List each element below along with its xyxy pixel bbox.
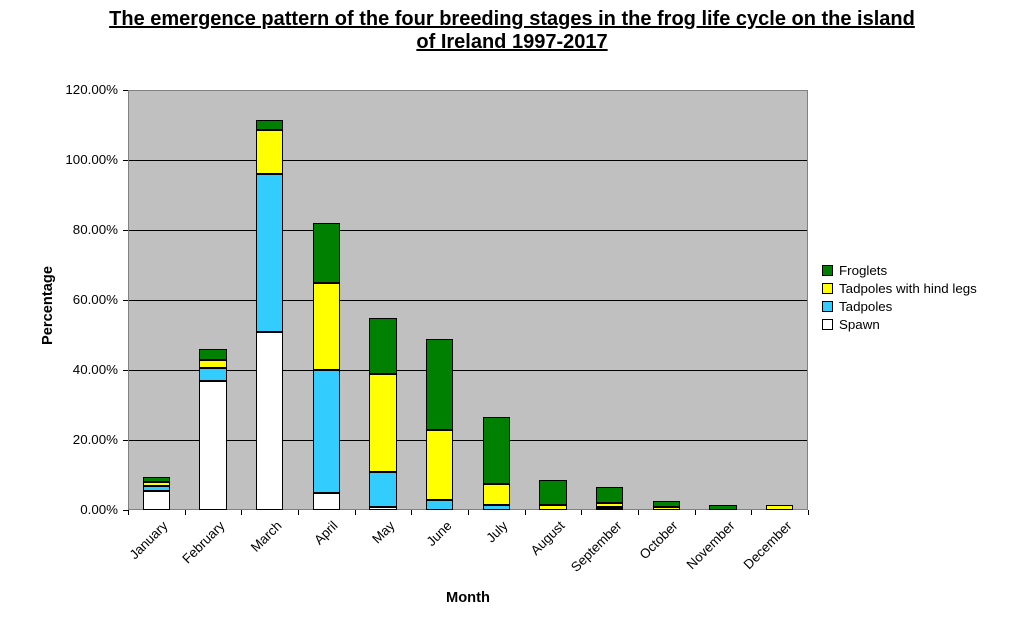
- bar-segment-spawn: [143, 491, 170, 510]
- bar-segment-tadpoles: [143, 486, 170, 491]
- bar-segment-tadpoles_hindlegs: [369, 374, 396, 472]
- y-tick-mark: [123, 300, 128, 301]
- chart-title: The emergence pattern of the four breedi…: [0, 8, 1024, 54]
- bar-segment-tadpoles_hindlegs: [199, 360, 226, 369]
- y-tick-mark: [123, 230, 128, 231]
- bar-segment-froglets: [539, 480, 566, 505]
- bar-segment-tadpoles: [596, 507, 623, 509]
- bar-segment-froglets: [596, 487, 623, 503]
- y-tick-mark: [123, 160, 128, 161]
- x-tick-mark: [638, 510, 639, 515]
- x-tick-mark: [355, 510, 356, 515]
- legend-item-froglets: Froglets: [822, 263, 977, 278]
- chart-title-line1: The emergence pattern of the four breedi…: [109, 8, 915, 30]
- bar-segment-tadpoles_hindlegs: [653, 507, 680, 511]
- chart-stage: The emergence pattern of the four breedi…: [0, 0, 1024, 627]
- x-tick-mark: [581, 510, 582, 515]
- bar-segment-tadpoles: [199, 368, 226, 380]
- bar-segment-tadpoles_hindlegs: [426, 430, 453, 500]
- y-gridline: [129, 300, 807, 301]
- bar-segment-tadpoles_hindlegs: [313, 283, 340, 371]
- y-tick-label: 100.00%: [58, 152, 118, 167]
- bar-segment-tadpoles_hindlegs: [596, 503, 623, 507]
- legend: Froglets Tadpoles with hind legs Tadpoles S…: [822, 260, 977, 335]
- bar-segment-froglets: [369, 318, 396, 374]
- y-tick-label: 40.00%: [58, 362, 118, 377]
- bar-segment-tadpoles_hindlegs: [256, 130, 283, 174]
- x-tick-mark: [411, 510, 412, 515]
- bar-segment-tadpoles: [369, 472, 396, 507]
- bar-segment-tadpoles_hindlegs: [766, 505, 793, 510]
- bar-segment-froglets: [256, 120, 283, 131]
- bar-segment-tadpoles: [483, 505, 510, 510]
- x-tick-mark: [128, 510, 129, 515]
- legend-label: Froglets: [839, 263, 887, 278]
- legend-item-spawn: Spawn: [822, 317, 977, 332]
- y-tick-label: 20.00%: [58, 432, 118, 447]
- bar-segment-spawn: [313, 493, 340, 511]
- y-tick-mark: [123, 370, 128, 371]
- y-tick-label: 60.00%: [58, 292, 118, 307]
- chart-title-line2: of Ireland 1997-2017: [416, 31, 607, 53]
- y-axis-label: Percentage: [40, 266, 56, 345]
- bar-segment-froglets: [143, 477, 170, 482]
- bar-segment-tadpoles: [313, 370, 340, 493]
- y-tick-label: 0.00%: [58, 502, 118, 517]
- x-tick-mark: [241, 510, 242, 515]
- x-axis-label: Month: [128, 590, 808, 606]
- bar-segment-tadpoles_hindlegs: [539, 505, 566, 510]
- legend-swatch: [822, 319, 833, 330]
- bar-segment-froglets: [653, 501, 680, 506]
- legend-label: Tadpoles: [839, 299, 892, 314]
- legend-swatch: [822, 265, 833, 276]
- legend-swatch: [822, 283, 833, 294]
- y-gridline: [129, 440, 807, 441]
- legend-item-tadpoles_hindlegs: Tadpoles with hind legs: [822, 281, 977, 296]
- y-tick-label: 120.00%: [58, 82, 118, 97]
- legend-label: Spawn: [839, 317, 880, 332]
- x-tick-mark: [808, 510, 809, 515]
- bar-segment-spawn: [369, 507, 396, 511]
- x-tick-mark: [468, 510, 469, 515]
- bar-segment-tadpoles: [426, 500, 453, 511]
- bar-segment-spawn: [596, 508, 623, 510]
- x-tick-mark: [751, 510, 752, 515]
- bar-segment-tadpoles: [256, 174, 283, 332]
- bar-segment-tadpoles_hindlegs: [143, 482, 170, 486]
- x-tick-mark: [185, 510, 186, 515]
- legend-label: Tadpoles with hind legs: [839, 281, 977, 296]
- y-tick-mark: [123, 90, 128, 91]
- bar-segment-froglets: [483, 417, 510, 484]
- y-tick-label: 80.00%: [58, 222, 118, 237]
- x-tick-mark: [525, 510, 526, 515]
- legend-swatch: [822, 301, 833, 312]
- x-tick-mark: [298, 510, 299, 515]
- y-gridline: [129, 230, 807, 231]
- bar-segment-spawn: [199, 381, 226, 511]
- bar-segment-spawn: [256, 332, 283, 511]
- x-tick-mark: [695, 510, 696, 515]
- y-tick-mark: [123, 440, 128, 441]
- bar-segment-tadpoles_hindlegs: [483, 484, 510, 505]
- bar-segment-froglets: [426, 339, 453, 430]
- bar-segment-froglets: [709, 505, 736, 510]
- y-gridline: [129, 160, 807, 161]
- bar-segment-froglets: [313, 223, 340, 283]
- legend-item-tadpoles: Tadpoles: [822, 299, 977, 314]
- bar-segment-froglets: [199, 349, 226, 360]
- y-gridline: [129, 370, 807, 371]
